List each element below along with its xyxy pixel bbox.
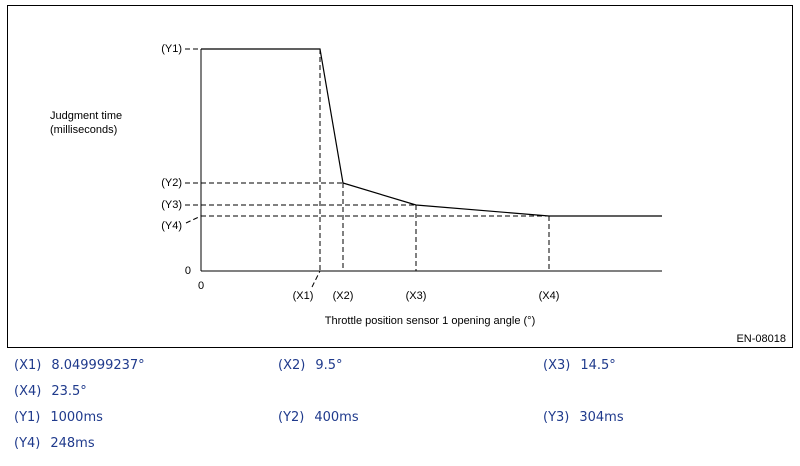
x-marker: (X2) <box>333 290 354 302</box>
y-marker: (Y1) <box>161 43 182 55</box>
legend-item: (X1) 8.049999237° <box>14 358 145 373</box>
y-marker: (Y2) <box>161 177 182 189</box>
legend-key: (Y2) <box>278 410 305 425</box>
legend-value: 400ms <box>314 410 359 425</box>
x-origin: 0 <box>198 280 204 292</box>
legend-key: (X4) <box>14 384 42 399</box>
legend-key: (Y1) <box>14 410 41 425</box>
x-marker: (X1) <box>293 290 314 302</box>
y-axis-label: Judgment time <box>50 110 122 122</box>
legend-key: (X2) <box>278 358 306 373</box>
x-axis-label: Throttle position sensor 1 opening angle… <box>325 315 535 327</box>
y-marker: (Y3) <box>161 199 182 211</box>
y-axis-label: (milliseconds) <box>50 124 117 136</box>
legend-item: (Y1) 1000ms <box>14 410 103 425</box>
legend-item: (Y4) 248ms <box>14 436 95 451</box>
legend-item: (Y2) 400ms <box>278 410 359 425</box>
legend-item: (Y3) 304ms <box>543 410 624 425</box>
legend-key: (Y4) <box>14 436 41 451</box>
legend-value: 248ms <box>50 436 95 451</box>
y-marker: (Y4) <box>161 220 182 232</box>
legend-value: 23.5° <box>51 384 87 399</box>
legend-value: 8.049999237° <box>51 358 145 373</box>
guides <box>185 48 550 288</box>
legend-value: 14.5° <box>580 358 616 373</box>
legend-value: 9.5° <box>315 358 343 373</box>
legend-value: 304ms <box>579 410 624 425</box>
y-origin: 0 <box>185 265 191 277</box>
legend-key: (X3) <box>543 358 571 373</box>
x-marker: (X3) <box>406 290 427 302</box>
diagram: Judgment time (milliseconds) (Y1) (Y2) (… <box>7 5 793 348</box>
frame <box>7 5 793 348</box>
legend-item: (X3) 14.5° <box>543 358 616 373</box>
figure-id: EN-08018 <box>736 333 786 345</box>
curve <box>201 48 662 217</box>
legend-key: (X1) <box>14 358 42 373</box>
legend-item: (X2) 9.5° <box>278 358 343 373</box>
legend-item: (X4) 23.5° <box>14 384 87 399</box>
legend-key: (Y3) <box>543 410 570 425</box>
legend-value: 1000ms <box>50 410 103 425</box>
x-marker: (X4) <box>539 290 560 302</box>
